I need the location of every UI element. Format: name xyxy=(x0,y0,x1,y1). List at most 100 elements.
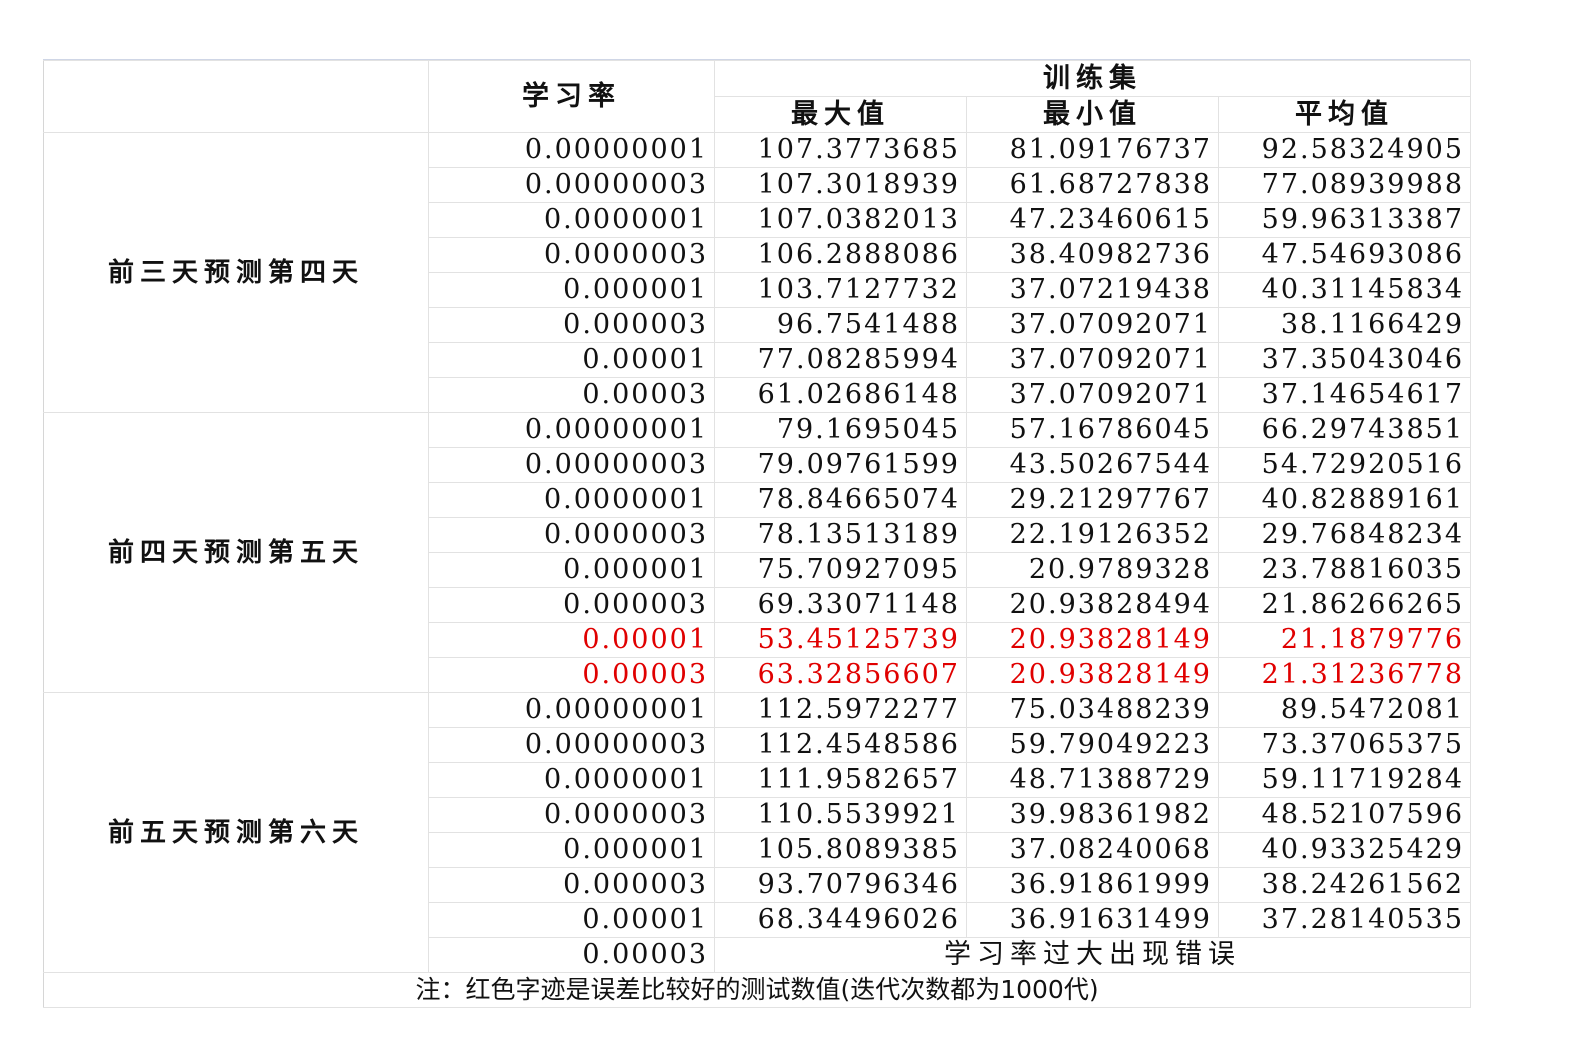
avg-value-cell: 92.58324905 xyxy=(1217,132,1472,168)
max-value-cell: 63.32856607 xyxy=(714,657,967,693)
table-row: 前四天预测第五天 0.00000001 79.1695045 57.16786045 6… xyxy=(43,412,1472,693)
header-row-2: 最大值 最小值 平均值 xyxy=(44,96,1472,133)
min-value-cell: 20.93828494 xyxy=(966,587,1219,623)
learning-rate-cell: 0.000001 xyxy=(428,552,715,588)
header-row-1: 学习率 训练集 xyxy=(43,60,1472,133)
avg-value-cell: 23.78816035 xyxy=(1217,552,1472,588)
min-value-cell: 75.03488239 xyxy=(966,692,1219,728)
min-value-cell: 48.71388729 xyxy=(966,762,1219,798)
max-value-cell: 93.70796346 xyxy=(714,867,967,903)
learning-rate-cell: 0.00003 xyxy=(428,377,715,413)
table-row: 0.00000003 79.09761599 43.50267544 54.72920… xyxy=(44,447,1472,483)
learning-rate-cell: 0.0000003 xyxy=(428,237,715,273)
max-value-cell: 79.09761599 xyxy=(714,447,967,483)
max-value-cell: 107.0382013 xyxy=(714,202,967,238)
avg-value-cell: 77.08939988 xyxy=(1217,167,1472,203)
table-row: 0.00001 68.34496026 36.91631499 37.28140535 xyxy=(44,902,1472,938)
results-table: 学习率 训练集 最大值 最小值 平均值 前三天预测第四天 0.00000001 10… xyxy=(42,60,1472,1008)
learning-rate-cell: 0.00000003 xyxy=(428,167,715,203)
max-value-cell: 96.7541488 xyxy=(714,307,967,343)
avg-value-cell: 37.28140535 xyxy=(1217,902,1472,938)
max-value-cell: 79.1695045 xyxy=(714,412,967,448)
avg-value-cell: 59.11719284 xyxy=(1217,762,1472,798)
learning-rate-cell: 0.00000001 xyxy=(428,412,715,448)
avg-value-cell: 21.1879776 xyxy=(1217,622,1472,658)
min-value-cell: 37.07092071 xyxy=(966,377,1219,413)
min-value-cell: 38.40982736 xyxy=(966,237,1219,273)
learning-rate-cell: 0.00003 xyxy=(428,937,715,973)
table-row: 0.0000001 111.9582657 48.71388729 59.117192… xyxy=(44,762,1472,798)
learning-rate-header: 学习率 xyxy=(428,60,715,133)
max-value-cell: 68.34496026 xyxy=(714,902,967,938)
table-row: 0.000001 75.70927095 20.9789328 23.78816035 xyxy=(44,552,1472,588)
table-row: 0.000003 69.33071148 20.93828494 21.8626626… xyxy=(44,587,1472,623)
avg-value-cell: 66.29743851 xyxy=(1217,412,1472,448)
avg-value-cell: 29.76848234 xyxy=(1217,517,1472,553)
max-value-cell: 69.33071148 xyxy=(714,587,967,623)
max-value-cell: 107.3773685 xyxy=(714,132,967,168)
learning-rate-cell: 0.0000003 xyxy=(428,517,715,553)
avg-value-cell: 38.24261562 xyxy=(1217,867,1472,903)
min-value-cell: 29.21297767 xyxy=(966,482,1219,518)
min-value-cell: 39.98361982 xyxy=(966,797,1219,833)
learning-rate-cell: 0.000003 xyxy=(428,867,715,903)
error-row: 0.00003 学习率过大出现错误 xyxy=(44,937,1472,973)
max-value-cell: 112.4548586 xyxy=(714,727,967,763)
max-value-cell: 75.70927095 xyxy=(714,552,967,588)
note-row: 注：红色字迹是误差比较好的测试数值(迭代次数都为1000代) xyxy=(42,972,1472,1008)
avg-value-cell: 73.37065375 xyxy=(1217,727,1472,763)
table-row: 0.0000003 106.2888086 38.40982736 47.546930… xyxy=(44,237,1472,273)
min-value-cell: 47.23460615 xyxy=(966,202,1219,238)
min-value-cell: 57.16786045 xyxy=(966,412,1219,448)
max-value-cell: 111.9582657 xyxy=(714,762,967,798)
table-row: 0.00003 61.02686148 37.07092071 37.14654617 xyxy=(44,377,1472,413)
table-row: 前三天预测第四天 0.00000001 107.3773685 81.09176737… xyxy=(43,132,1472,413)
results-table-container: 学习率 训练集 最大值 最小值 平均值 前三天预测第四天 0.00000001 10… xyxy=(42,60,1472,1008)
max-value-cell: 103.7127732 xyxy=(714,272,967,308)
training-set-header: 训练集 xyxy=(713,60,1472,97)
avg-value-cell: 47.54693086 xyxy=(1217,237,1472,273)
learning-rate-cell: 0.00001 xyxy=(428,342,715,378)
min-value-cell: 81.09176737 xyxy=(966,132,1219,168)
avg-value-cell: 40.93325429 xyxy=(1217,832,1472,868)
error-message-cell: 学习率过大出现错误 xyxy=(713,937,1472,973)
learning-rate-cell: 0.00000001 xyxy=(428,692,715,728)
learning-rate-cell: 0.0000001 xyxy=(428,202,715,238)
avg-value-cell: 89.5472081 xyxy=(1217,692,1472,728)
max-value-cell: 107.3018939 xyxy=(714,167,967,203)
learning-rate-cell: 0.000003 xyxy=(428,587,715,623)
avg-value-cell: 38.1166429 xyxy=(1217,307,1472,343)
table-row: 0.0000003 110.5539921 39.98361982 48.521075… xyxy=(44,797,1472,833)
learning-rate-cell: 0.00003 xyxy=(428,657,715,693)
max-value-header: 最大值 xyxy=(714,96,967,133)
min-value-cell: 37.07092071 xyxy=(966,307,1219,343)
group-label: 前五天预测第六天 xyxy=(43,692,429,973)
max-value-cell: 106.2888086 xyxy=(714,237,967,273)
table-row: 0.00001 53.45125739 20.93828149 21.1879776 xyxy=(44,622,1472,658)
min-value-cell: 20.93828149 xyxy=(966,622,1219,658)
learning-rate-cell: 0.000001 xyxy=(428,272,715,308)
avg-value-cell: 37.14654617 xyxy=(1217,377,1472,413)
learning-rate-cell: 0.0000001 xyxy=(428,482,715,518)
max-value-cell: 105.8089385 xyxy=(714,832,967,868)
table-row: 0.0000003 78.13513189 22.19126352 29.768482… xyxy=(44,517,1472,553)
max-value-cell: 78.84665074 xyxy=(714,482,967,518)
group-label: 前三天预测第四天 xyxy=(43,132,429,413)
min-value-header: 最小值 xyxy=(966,96,1219,133)
table-row: 0.00000003 112.4548586 59.79049223 73.37065… xyxy=(44,727,1472,763)
avg-value-cell: 48.52107596 xyxy=(1217,797,1472,833)
max-value-cell: 53.45125739 xyxy=(714,622,967,658)
avg-value-cell: 59.96313387 xyxy=(1217,202,1472,238)
avg-value-header: 平均值 xyxy=(1217,96,1472,133)
group-label: 前四天预测第五天 xyxy=(43,412,429,693)
learning-rate-cell: 0.00000001 xyxy=(428,132,715,168)
max-value-cell: 112.5972277 xyxy=(714,692,967,728)
avg-value-cell: 37.35043046 xyxy=(1217,342,1472,378)
avg-value-cell: 21.31236778 xyxy=(1217,657,1472,693)
table-row: 0.000001 103.7127732 37.07219438 40.3114583… xyxy=(44,272,1472,308)
min-value-cell: 36.91631499 xyxy=(966,902,1219,938)
min-value-cell: 20.93828149 xyxy=(966,657,1219,693)
learning-rate-cell: 0.00001 xyxy=(428,622,715,658)
avg-value-cell: 40.82889161 xyxy=(1217,482,1472,518)
learning-rate-cell: 0.000003 xyxy=(428,307,715,343)
